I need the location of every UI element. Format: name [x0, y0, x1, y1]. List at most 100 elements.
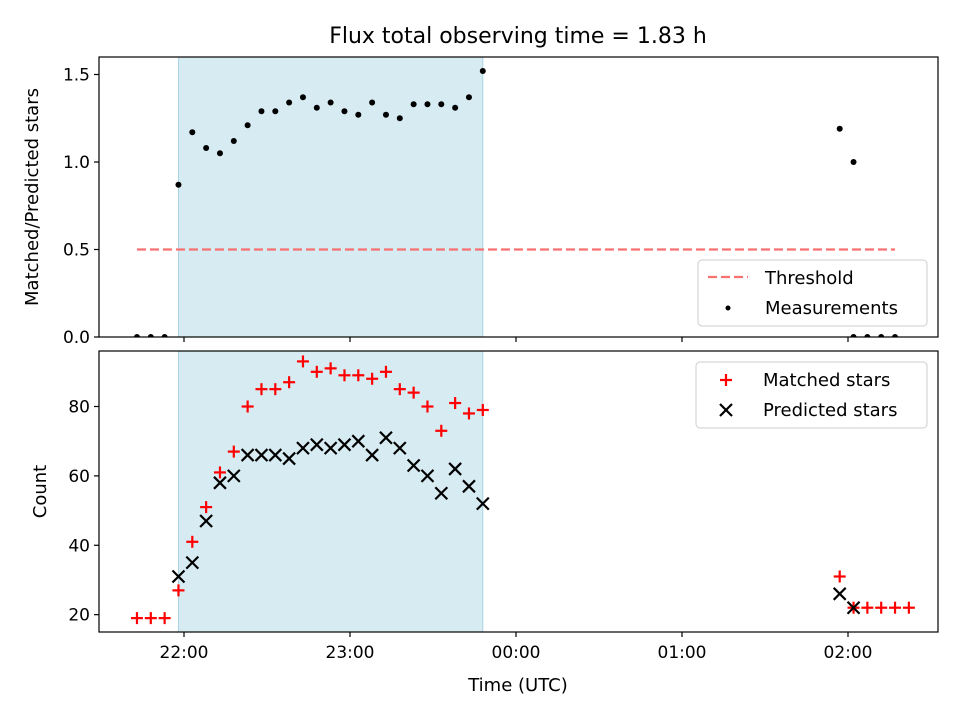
measurements-point — [133, 334, 140, 337]
marker-stroke — [296, 441, 310, 455]
measurements-point — [313, 104, 320, 111]
measurements-point — [396, 115, 403, 122]
matched-stars-point — [435, 424, 448, 437]
axes-frame — [98, 350, 939, 633]
matched-stars-point — [213, 466, 226, 479]
matched-stars-point — [449, 397, 462, 410]
marker-stroke — [379, 430, 393, 445]
legend-measurements-swatch — [725, 305, 731, 311]
matched-stars-point — [338, 369, 351, 382]
predicted-stars-point — [185, 555, 200, 570]
predicted-stars-point — [213, 476, 227, 490]
measurements-point — [424, 101, 431, 108]
legend-label: Threshold — [764, 268, 854, 289]
matched-stars-point — [407, 386, 420, 399]
matched-stars-point — [476, 403, 489, 416]
marker-stroke — [434, 486, 449, 501]
x-tick-label: 02:00 — [824, 643, 873, 663]
matched-stars-point — [861, 601, 874, 614]
legend-label: Matched stars — [763, 370, 890, 391]
marker-stroke — [719, 403, 733, 417]
marker-stroke — [351, 434, 366, 448]
predicted-stars-point — [199, 514, 213, 528]
matched-stars-point — [172, 584, 185, 597]
marker-stroke — [337, 437, 352, 452]
measurements-point — [836, 125, 843, 132]
marker-stroke — [846, 600, 861, 615]
legend: Matched stars Predicted stars — [695, 361, 928, 429]
measurements-point — [465, 94, 472, 101]
marker-stroke — [420, 469, 435, 483]
measurements-point — [216, 150, 223, 157]
matched-stars-point — [227, 445, 240, 458]
legend: Threshold Measurements — [697, 259, 928, 327]
marker-stroke — [406, 458, 421, 473]
matched-stars-point — [200, 501, 213, 514]
matched-stars-point — [283, 376, 296, 389]
matched-stars-point — [902, 601, 915, 614]
predicted-stars-point — [282, 451, 296, 466]
measurements-point — [299, 94, 306, 101]
predicted-stars-point — [310, 437, 324, 452]
measurements-point — [850, 159, 857, 165]
measurements-point — [479, 68, 486, 74]
predicted-stars-point — [365, 448, 379, 462]
measurements-point — [452, 104, 459, 111]
measurements-point — [892, 334, 899, 337]
matched-stars-point — [875, 601, 888, 614]
predicted-stars-point — [240, 448, 255, 462]
x-tick-label: 23:00 — [326, 643, 375, 663]
predicted-stars-point — [323, 441, 338, 455]
measurements-point — [850, 334, 857, 337]
matched-stars-point — [158, 612, 171, 625]
x-tick-label: 22:00 — [160, 643, 209, 663]
matched-stars-point — [241, 400, 254, 413]
measurements-point — [878, 334, 885, 337]
matched-stars-point — [186, 535, 199, 548]
predicted-stars-point — [434, 486, 449, 501]
marker-stroke — [240, 448, 255, 462]
measurements-point — [175, 181, 182, 188]
x-tick-label: 01:00 — [658, 643, 707, 663]
y-tick-label: 1.5 — [63, 66, 90, 86]
matched-stars-point — [462, 407, 475, 420]
predicted-stars-point — [846, 600, 861, 615]
predicted-stars-point — [268, 448, 283, 462]
measurements-point — [286, 99, 293, 106]
marker-stroke — [185, 555, 200, 570]
measurements-point — [355, 111, 362, 118]
marker-stroke — [448, 462, 462, 476]
top-panel: 0.0 0.5 1.0 1.5 Matched/Predicted stars Thres… — [22, 56, 939, 348]
y-axis-label: Count — [30, 465, 51, 518]
measurements-point — [410, 101, 417, 108]
predicted-stars-point — [296, 441, 310, 455]
predicted-stars-point — [476, 496, 490, 511]
y-tick-label: 0.0 — [63, 328, 90, 348]
marker-stroke — [199, 514, 213, 528]
measurements-point — [244, 122, 251, 129]
marker-stroke — [476, 496, 490, 511]
marker-stroke — [832, 587, 847, 601]
marker-stroke — [171, 569, 186, 584]
measurements-point — [864, 334, 871, 337]
matched-stars-point — [352, 369, 365, 382]
marker-stroke — [254, 448, 269, 462]
predicted-stars-point — [227, 469, 241, 483]
measurements-point — [189, 129, 196, 136]
measurements-point — [341, 108, 348, 115]
measurements-point — [203, 145, 210, 151]
predicted-stars-point — [351, 434, 366, 448]
measurements-point — [369, 99, 376, 106]
legend-box — [697, 259, 928, 327]
matched-stars-point — [379, 365, 392, 378]
y-tick-label: 60 — [68, 467, 90, 487]
legend-box — [695, 361, 928, 429]
predicted-stars-point — [379, 430, 393, 445]
y-tick-label: 1.0 — [63, 153, 90, 173]
y-tick-label: 80 — [68, 398, 90, 418]
marker-stroke — [282, 451, 296, 466]
plot-area — [133, 68, 899, 337]
predicted-stars-point — [462, 479, 476, 494]
observing-window-span — [177, 350, 484, 633]
